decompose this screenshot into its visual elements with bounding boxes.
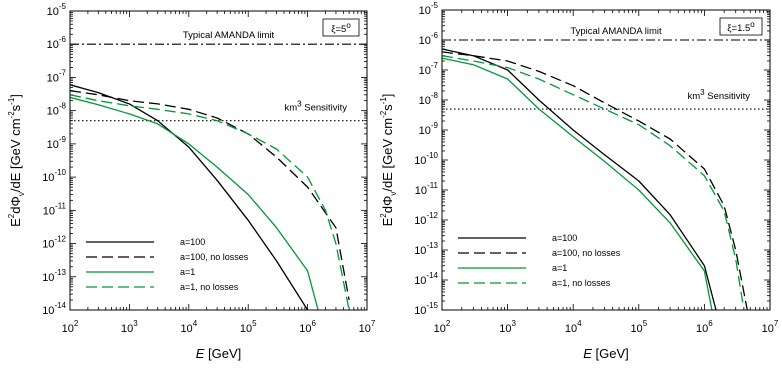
y-tick-label: 10-13: [414, 241, 438, 257]
y-tick-label: 10-5: [419, 1, 439, 17]
km3-sensitivity-label: km3 Sensitivity: [284, 100, 347, 114]
series-group: [442, 48, 748, 310]
xi-label-box: [322, 18, 360, 37]
y-tick-label: 10-7: [47, 68, 67, 84]
chart-panel-2: 102 103 104 105 106 107 10-15 10-14 10-13 10-12 10…: [379, 1, 779, 361]
x-tick-label: 105: [240, 319, 257, 335]
series-line-4: [442, 55, 745, 310]
x-axis-label: E [GeV]: [583, 346, 629, 361]
x-tick-label: 106: [299, 319, 316, 335]
y-tick-label: 10-10: [42, 168, 66, 184]
y-tick-label: 10-6: [47, 35, 67, 51]
legend-label: a=1, no losses: [552, 278, 611, 288]
y-tick-label: 10-11: [43, 201, 67, 217]
series-line-1: [442, 48, 717, 310]
legend-label: a=1, no losses: [180, 282, 239, 292]
x-axis-label: E [GeV]: [196, 346, 242, 361]
y-axis-label: E2dΦν/dE [GeV cm-2s-1]: [7, 94, 26, 227]
y-axis-label: E2dΦν/dE [GeV cm-2s-1]: [379, 94, 398, 227]
plot-frame: [69, 10, 368, 311]
y-tick-label: 10-8: [419, 91, 439, 107]
y-tick-label: 10-7: [419, 61, 439, 77]
legend-label: a=100: [180, 237, 205, 247]
x-tick-label: 103: [121, 319, 138, 335]
tick-marks: [441, 9, 771, 311]
x-tick-label: 105: [630, 319, 647, 335]
y-tick-label: 10-12: [414, 211, 438, 227]
xi-label: ξ=5o: [331, 21, 351, 35]
x-tick-label: 102: [62, 319, 79, 335]
chart-panel-1: 102 103 104 105 106 107 10-14 10-13 10-12 10-11 10…: [7, 2, 376, 361]
km3-sensitivity-label: km3 Sensitivity: [687, 88, 750, 102]
x-tick-label: 107: [359, 319, 376, 335]
x-tick-label: 106: [696, 319, 713, 335]
legend: a=100 a=100, no losses a=1 a=1, no losses: [86, 237, 249, 292]
x-tick-label: 104: [180, 319, 197, 335]
plot-frame: [441, 9, 771, 311]
y-tick-label: 10-5: [47, 2, 67, 18]
y-tick-label: 10-9: [47, 135, 67, 151]
y-tick-label: 10-13: [42, 268, 66, 284]
tick-marks: [69, 10, 368, 311]
series-line-3: [442, 57, 713, 310]
y-tick-label: 10-9: [419, 121, 439, 137]
y-tick-label: 10-10: [414, 151, 438, 167]
legend: a=100 a=100, no losses a=1 a=1, no losses: [458, 233, 621, 288]
legend-label: a=1: [180, 267, 195, 277]
y-tick-label: 10-8: [47, 102, 67, 118]
x-tick-label: 103: [499, 319, 516, 335]
series-line-3: [70, 96, 319, 310]
y-tick-label: 10-12: [42, 235, 66, 251]
legend-label: a=100: [552, 233, 577, 243]
x-tick-label: 107: [762, 319, 779, 335]
series-line-4: [70, 94, 350, 310]
y-tick-label: 10-6: [419, 31, 439, 47]
x-tick-label: 102: [434, 319, 451, 335]
x-tick-label: 104: [565, 319, 582, 335]
y-tick-label: 10-14: [42, 301, 66, 317]
series-line-2: [70, 90, 350, 301]
series-line-2: [442, 51, 748, 310]
xi-label: ξ=1.5o: [727, 20, 755, 34]
xi-label-box: [719, 17, 763, 36]
amanda-limit-label: Typical AMANDA limit: [183, 30, 275, 41]
legend-label: a=100, no losses: [180, 252, 249, 262]
y-tick-label: 10-15: [414, 301, 438, 317]
y-tick-label: 10-14: [414, 271, 438, 287]
series-group: [70, 84, 350, 310]
legend-label: a=100, no losses: [552, 248, 621, 258]
legend-label: a=1: [552, 263, 567, 273]
y-tick-label: 10-11: [415, 181, 439, 197]
amanda-limit-label: Typical AMANDA limit: [570, 26, 662, 37]
